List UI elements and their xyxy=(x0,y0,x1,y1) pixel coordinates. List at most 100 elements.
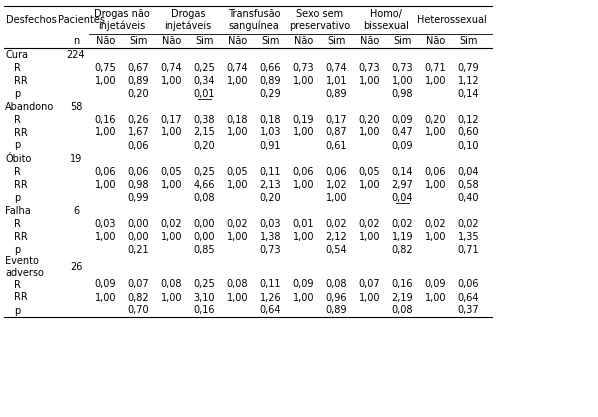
Text: 1,00: 1,00 xyxy=(359,231,380,241)
Text: Transfusão
sanguínea: Transfusão sanguínea xyxy=(228,9,280,31)
Text: 1,00: 1,00 xyxy=(94,128,116,138)
Text: 0,10: 0,10 xyxy=(457,141,479,151)
Text: 1,00: 1,00 xyxy=(293,231,315,241)
Text: 0,82: 0,82 xyxy=(392,244,413,254)
Text: 19: 19 xyxy=(70,153,82,163)
Text: 1,00: 1,00 xyxy=(161,231,182,241)
Text: 0,91: 0,91 xyxy=(260,141,281,151)
Text: 1,00: 1,00 xyxy=(293,128,315,138)
Text: 0,61: 0,61 xyxy=(326,141,347,151)
Text: 2,12: 2,12 xyxy=(326,231,347,241)
Text: 0,70: 0,70 xyxy=(128,306,150,316)
Text: 1,00: 1,00 xyxy=(359,75,380,85)
Text: 0,74: 0,74 xyxy=(326,63,347,73)
Text: R: R xyxy=(14,63,21,73)
Text: 3,10: 3,10 xyxy=(194,292,215,302)
Text: 0,66: 0,66 xyxy=(260,63,281,73)
Text: p: p xyxy=(14,141,20,151)
Text: R: R xyxy=(14,115,21,125)
Text: 1,00: 1,00 xyxy=(392,75,413,85)
Text: n: n xyxy=(73,36,79,46)
Text: 0,06: 0,06 xyxy=(128,141,150,151)
Text: 0,60: 0,60 xyxy=(457,128,479,138)
Text: 1,00: 1,00 xyxy=(161,128,182,138)
Text: 0,16: 0,16 xyxy=(392,279,413,289)
Text: 0,25: 0,25 xyxy=(194,166,215,176)
Text: 0,03: 0,03 xyxy=(260,219,281,229)
Text: Sim: Sim xyxy=(459,36,478,46)
Text: 0,89: 0,89 xyxy=(326,306,347,316)
Text: 1,00: 1,00 xyxy=(359,179,380,189)
Text: 1,00: 1,00 xyxy=(94,75,116,85)
Text: 1,12: 1,12 xyxy=(457,75,480,85)
Text: 0,58: 0,58 xyxy=(457,179,480,189)
Text: Sim: Sim xyxy=(196,36,213,46)
Text: 1,00: 1,00 xyxy=(293,292,315,302)
Text: 0,34: 0,34 xyxy=(194,75,215,85)
Text: 0,00: 0,00 xyxy=(194,231,215,241)
Text: 0,96: 0,96 xyxy=(326,292,347,302)
Text: 1,26: 1,26 xyxy=(260,292,281,302)
Text: 1,00: 1,00 xyxy=(227,179,248,189)
Text: 1,00: 1,00 xyxy=(425,75,446,85)
Text: 1,00: 1,00 xyxy=(94,179,116,189)
Text: 0,20: 0,20 xyxy=(359,115,380,125)
Text: 1,00: 1,00 xyxy=(293,179,315,189)
Text: 0,47: 0,47 xyxy=(392,128,413,138)
Text: 0,14: 0,14 xyxy=(392,166,413,176)
Text: Drogas não
injetáveis: Drogas não injetáveis xyxy=(94,9,150,31)
Text: Sim: Sim xyxy=(129,36,148,46)
Text: p: p xyxy=(14,88,20,98)
Text: 0,17: 0,17 xyxy=(161,115,182,125)
Text: Não: Não xyxy=(294,36,313,46)
Text: Não: Não xyxy=(162,36,181,46)
Text: 4,66: 4,66 xyxy=(194,179,215,189)
Text: 1,00: 1,00 xyxy=(227,292,248,302)
Text: 0,25: 0,25 xyxy=(194,279,215,289)
Text: 0,87: 0,87 xyxy=(326,128,347,138)
Text: Sim: Sim xyxy=(327,36,346,46)
Text: 1,00: 1,00 xyxy=(94,292,116,302)
Text: 1,01: 1,01 xyxy=(326,75,347,85)
Text: 0,02: 0,02 xyxy=(457,219,480,229)
Text: Homo/
bissexual: Homo/ bissexual xyxy=(363,9,409,31)
Text: 0,06: 0,06 xyxy=(94,166,116,176)
Text: 0,09: 0,09 xyxy=(392,115,413,125)
Text: Evento
adverso: Evento adverso xyxy=(5,256,44,278)
Text: 2,15: 2,15 xyxy=(194,128,215,138)
Text: p: p xyxy=(14,193,20,203)
Text: 1,00: 1,00 xyxy=(94,231,116,241)
Text: 0,06: 0,06 xyxy=(425,166,446,176)
Text: 0,89: 0,89 xyxy=(260,75,281,85)
Text: Não: Não xyxy=(96,36,115,46)
Text: 0,00: 0,00 xyxy=(128,231,150,241)
Text: RR: RR xyxy=(14,179,28,189)
Text: 0,06: 0,06 xyxy=(293,166,315,176)
Text: 0,02: 0,02 xyxy=(425,219,446,229)
Text: 0,82: 0,82 xyxy=(128,292,150,302)
Text: 0,74: 0,74 xyxy=(161,63,182,73)
Text: 0,12: 0,12 xyxy=(457,115,480,125)
Text: 0,37: 0,37 xyxy=(457,306,480,316)
Text: 58: 58 xyxy=(70,101,82,111)
Text: 0,08: 0,08 xyxy=(326,279,347,289)
Text: 0,98: 0,98 xyxy=(128,179,150,189)
Text: 0,25: 0,25 xyxy=(194,63,215,73)
Text: 0,20: 0,20 xyxy=(260,193,281,203)
Text: Sim: Sim xyxy=(393,36,411,46)
Text: 0,73: 0,73 xyxy=(292,63,315,73)
Text: 0,18: 0,18 xyxy=(260,115,281,125)
Text: 0,54: 0,54 xyxy=(326,244,347,254)
Text: 0,14: 0,14 xyxy=(457,88,479,98)
Text: 0,26: 0,26 xyxy=(128,115,150,125)
Text: 1,00: 1,00 xyxy=(359,292,380,302)
Text: 2,97: 2,97 xyxy=(392,179,413,189)
Text: Não: Não xyxy=(426,36,445,46)
Text: 0,71: 0,71 xyxy=(425,63,446,73)
Text: Sexo sem
preservativo: Sexo sem preservativo xyxy=(289,9,350,31)
Text: 0,09: 0,09 xyxy=(425,279,446,289)
Text: 0,20: 0,20 xyxy=(128,88,150,98)
Text: 0,04: 0,04 xyxy=(457,166,479,176)
Text: 0,16: 0,16 xyxy=(94,115,116,125)
Text: 1,00: 1,00 xyxy=(425,179,446,189)
